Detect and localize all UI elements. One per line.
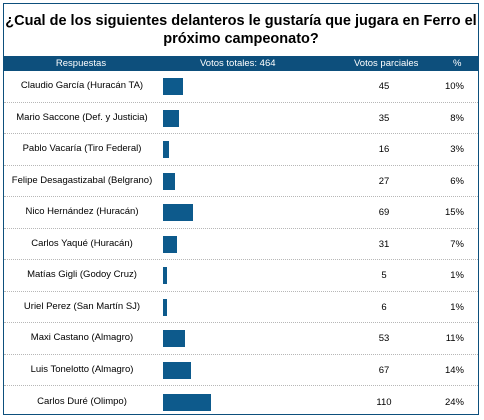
partial-votes: 53 (378, 333, 390, 345)
partial-votes: 69 (378, 207, 390, 219)
candidate-name: Uriel Perez (San Martín SJ) (23, 300, 141, 312)
vote-percent: 1% (450, 301, 464, 313)
vote-bar (163, 204, 193, 222)
vote-percent: 11% (445, 333, 464, 345)
vote-bar (163, 235, 177, 253)
vote-percent: 6% (450, 175, 464, 187)
candidate-name: Carlos Duré (Olimpo) (37, 395, 127, 407)
table-row: Pablo Vacaría (Tiro Federal) 16 3% (4, 134, 478, 166)
table-row: Carlos Duré (Olimpo) 110 24% (4, 386, 478, 418)
header-respuestas: Respuestas (55, 58, 107, 69)
candidate-name: Felipe Desagastizabal (Belgrano) (11, 174, 153, 186)
header-votos-totales: Votos totales: 464 (200, 58, 276, 69)
vote-bar (163, 330, 185, 348)
vote-bar (163, 172, 175, 190)
vote-bar (163, 298, 167, 316)
partial-votes: 16 (378, 144, 390, 156)
vote-percent: 10% (444, 81, 464, 93)
vote-bar (163, 361, 191, 379)
table-row: Carlos Yaqué (Huracán) 31 7% (4, 229, 478, 260)
vote-percent: 1% (450, 270, 464, 282)
candidate-name: Maxi Castano (Almagro) (30, 332, 134, 344)
vote-bar (163, 393, 211, 411)
table-row: Felipe Desagastizabal (Belgrano) 27 6% (4, 166, 478, 197)
poll-question: ¿Cual de los siguientes delanteros le gu… (5, 13, 477, 47)
candidate-name: Mario Saccone (Def. y Justicia) (16, 111, 148, 123)
poll-results-panel: ¿Cual de los siguientes delanteros le gu… (3, 3, 479, 415)
results-rows: Claudio García (Huracán TA) 45 10% Mario Sa… (4, 71, 478, 418)
vote-bar (163, 78, 183, 96)
vote-bar (163, 267, 167, 285)
partial-votes: 31 (378, 238, 390, 250)
partial-votes: 110 (376, 396, 392, 408)
vote-percent: 7% (450, 238, 464, 250)
results-table-header: Respuestas Votos totales: 464 Votos parc… (4, 56, 478, 71)
table-row: Claudio García (Huracán TA) 45 10% (4, 71, 478, 103)
table-row: Matías Gigli (Godoy Cruz) 5 1% (4, 260, 478, 292)
partial-votes: 67 (378, 364, 390, 376)
candidate-name: Luis Tonelotto (Almagro) (30, 363, 134, 375)
vote-bar (163, 109, 179, 127)
partial-votes: 5 (381, 270, 387, 282)
vote-percent: 14% (444, 364, 464, 376)
vote-percent: 15% (444, 207, 464, 219)
partial-votes: 35 (378, 112, 390, 124)
candidate-name: Nico Hernández (Huracán) (25, 206, 139, 218)
table-row: Nico Hernández (Huracán) 69 15% (4, 197, 478, 229)
partial-votes: 27 (378, 175, 390, 187)
header-votos-parciales: Votos parciales (354, 58, 419, 69)
candidate-name: Matías Gigli (Godoy Cruz) (27, 269, 137, 281)
partial-votes: 6 (381, 301, 387, 313)
table-row: Uriel Perez (San Martín SJ) 6 1% (4, 292, 478, 323)
vote-percent: 24% (444, 396, 464, 408)
partial-votes: 45 (378, 81, 390, 93)
table-row: Maxi Castano (Almagro) 53 11% (4, 323, 478, 355)
header-percent: % (453, 58, 462, 69)
candidate-name: Carlos Yaqué (Huracán) (31, 237, 133, 249)
table-row: Mario Saccone (Def. y Justicia) 35 8% (4, 103, 478, 134)
candidate-name: Pablo Vacaría (Tiro Federal) (22, 143, 142, 155)
candidate-name: Claudio García (Huracán TA) (20, 80, 144, 92)
vote-percent: 8% (450, 112, 464, 124)
vote-percent: 3% (450, 144, 464, 156)
table-row: Luis Tonelotto (Almagro) 67 14% (4, 355, 478, 386)
vote-bar (163, 141, 169, 159)
